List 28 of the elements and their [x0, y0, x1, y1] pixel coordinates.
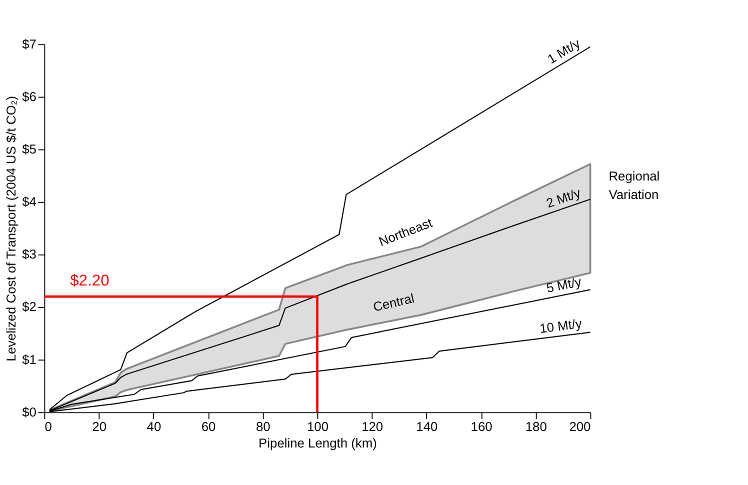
y-tick-label: $3 — [22, 246, 36, 262]
x-axis-title: Pipeline Length (km) — [258, 436, 377, 451]
x-tick-label: 0 — [44, 419, 52, 434]
text: 1 Mt/y — [544, 35, 584, 67]
y-tick-label: $7 — [22, 36, 36, 52]
text: 2 Mt/y — [544, 184, 583, 211]
annotation: Central — [372, 290, 416, 314]
x-tick-label: 160 — [470, 419, 492, 434]
x-tick-label: 180 — [525, 419, 547, 434]
text: 10 Mt/y — [538, 316, 584, 336]
x-tick-label: 100 — [306, 419, 329, 434]
y-tick-label: $1 — [22, 352, 36, 367]
text: 5 Mt/y — [545, 274, 584, 296]
y-tick-label: $6 — [22, 88, 36, 104]
x-tick-label: 40 — [146, 419, 162, 434]
x-tick-label: 200 — [569, 419, 591, 434]
x-tick-label: 60 — [201, 419, 216, 434]
y-tick-label: $4 — [22, 194, 36, 210]
y-axis-title: Levelized Cost of Transport (2004 US $/t CO₂) — [4, 96, 19, 362]
x-tick-label: 120 — [362, 419, 384, 434]
x-tick-label: 140 — [416, 419, 438, 434]
text: Regional Variation — [608, 168, 660, 202]
y-tick-label: $5 — [22, 141, 36, 156]
x-tick-label: 20 — [92, 419, 107, 434]
annotation: $2.20 — [70, 272, 110, 290]
y-tick-label: $2 — [22, 299, 36, 314]
x-tick-label: 80 — [256, 419, 270, 434]
y-tick-label: $0 — [22, 404, 36, 420]
